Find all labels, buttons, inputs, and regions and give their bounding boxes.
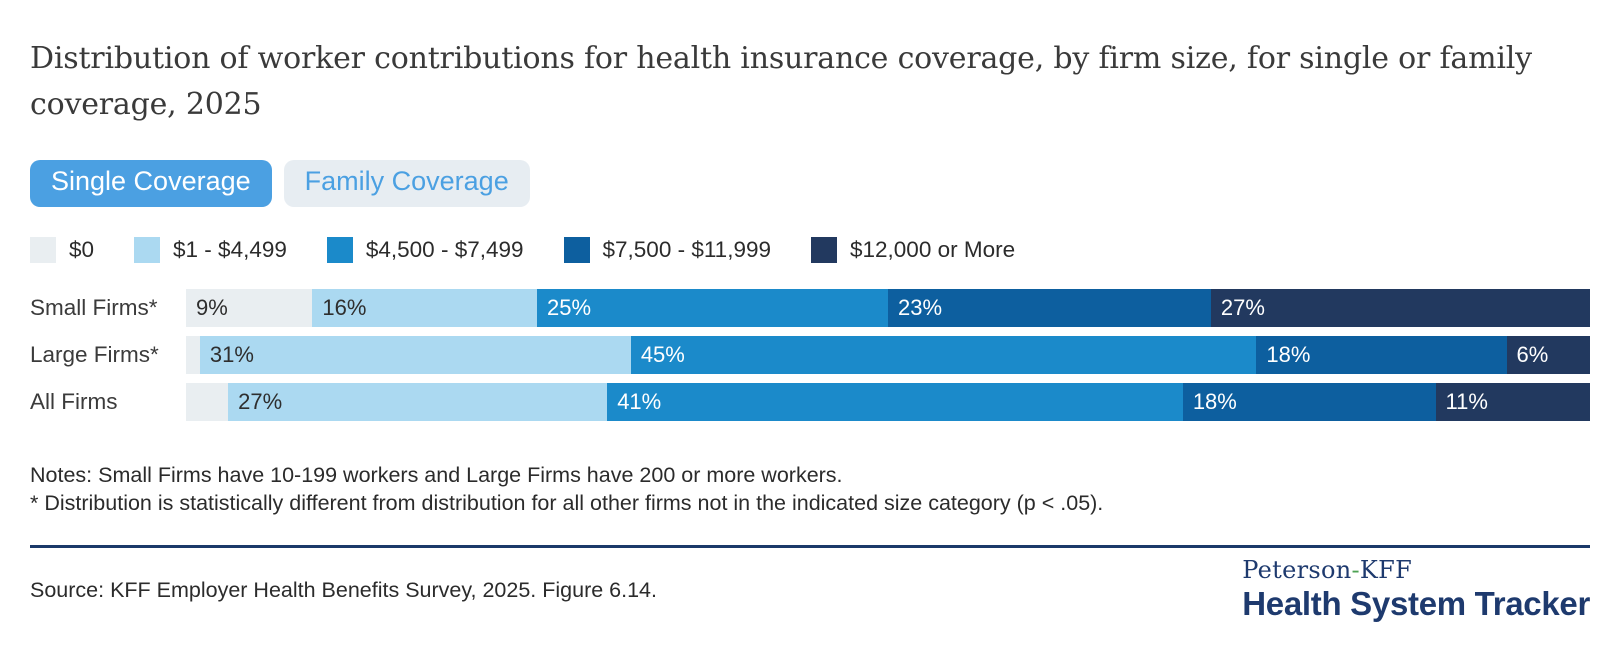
- coverage-toggle: Single Coverage Family Coverage: [30, 160, 1590, 207]
- bar-value-label: 31%: [209, 341, 254, 367]
- legend-swatch: [134, 236, 161, 263]
- peterson-kff-logo: Peterson-KFF Health System Tracker: [1242, 556, 1590, 623]
- legend-item: $4,500 - $7,499: [326, 236, 524, 263]
- stacked-bar: 27% 41% 18% 11%: [186, 382, 1590, 421]
- family-coverage-button[interactable]: Family Coverage: [283, 160, 530, 207]
- bar-segment[interactable]: 18%: [1182, 382, 1436, 421]
- legend-label: $4,500 - $7,499: [365, 236, 524, 262]
- bar-segment[interactable]: 31%: [199, 335, 631, 374]
- legend-item: $12,000 or More: [811, 236, 1016, 263]
- logo-line1: Peterson-KFF: [1242, 556, 1590, 584]
- bar-value-label: 25%: [546, 294, 592, 320]
- legend: $0 $1 - $4,499 $4,500 - $7,499 $7,500 - $11…: [30, 236, 1590, 263]
- logo-kff-text: KFF: [1359, 555, 1413, 584]
- chart-row: Large Firms* 31% 45% 18% 6%: [30, 335, 1590, 374]
- row-label: Large Firms*: [30, 341, 159, 367]
- footer-divider: [30, 544, 1590, 548]
- legend-label: $1 - $4,499: [173, 236, 287, 262]
- chart-row: All Firms 27% 41% 18% 11%: [30, 382, 1590, 421]
- bar-value-label: 23%: [897, 294, 943, 320]
- stacked-bar: 31% 45% 18% 6%: [186, 335, 1590, 374]
- bar-segment[interactable]: 9%: [186, 288, 313, 327]
- notes-line-2: * Distribution is statistically differen…: [30, 490, 1104, 515]
- bar-value-label: 11%: [1445, 388, 1488, 414]
- legend-item: $1 - $4,499: [134, 236, 287, 263]
- bar-segment[interactable]: 41%: [607, 382, 1183, 421]
- bar-segment[interactable]: 45%: [630, 335, 1257, 374]
- stacked-bar: 9% 16% 25% 23% 27%: [186, 288, 1590, 327]
- bar-segment[interactable]: 27%: [1210, 288, 1590, 327]
- bar-segment[interactable]: 27%: [228, 382, 608, 421]
- logo-hyphen: -: [1351, 555, 1360, 584]
- bar-value-label: 16%: [322, 294, 367, 320]
- bar-value-label: 18%: [1192, 388, 1237, 414]
- bar-value-label: 27%: [1220, 294, 1265, 320]
- bar-value-label: 6%: [1516, 341, 1549, 367]
- bar-chart-rows: Small Firms* 9% 16% 25% 23% 27% Large Firms* 31…: [30, 288, 1590, 421]
- legend-swatch: [30, 236, 56, 263]
- chart-row: Small Firms* 9% 16% 25% 23% 27%: [30, 288, 1590, 327]
- footer: Source: KFF Employer Health Benefits Sur…: [30, 550, 1590, 623]
- bar-value-label: 27%: [238, 388, 283, 414]
- legend-item: $7,500 - $11,999: [563, 236, 771, 263]
- bar-value-label: 45%: [640, 341, 685, 367]
- legend-label: $12,000 or More: [850, 236, 1016, 262]
- notes-line-1: Notes: Small Firms have 10-199 workers a…: [30, 462, 843, 487]
- legend-item: $0: [30, 236, 95, 263]
- logo-peterson-text: Peterson: [1242, 555, 1352, 584]
- row-label: All Firms: [30, 388, 118, 414]
- legend-swatch: [326, 236, 353, 263]
- legend-label: $7,500 - $11,999: [602, 236, 771, 262]
- legend-label: $0: [69, 236, 95, 262]
- bar-segment[interactable]: [186, 335, 200, 374]
- legend-swatch: [811, 236, 837, 263]
- bar-segment[interactable]: 16%: [312, 288, 537, 327]
- bar-segment[interactable]: 11%: [1435, 382, 1590, 421]
- bar-segment[interactable]: 25%: [536, 288, 888, 327]
- bar-segment[interactable]: 23%: [887, 288, 1211, 327]
- source-text: Source: KFF Employer Health Benefits Sur…: [30, 577, 657, 602]
- bar-value-label: 41%: [617, 388, 662, 414]
- bar-value-label: 18%: [1266, 341, 1311, 367]
- logo-line2: Health System Tracker: [1242, 584, 1590, 622]
- bar-segment[interactable]: [186, 382, 229, 421]
- row-label: Small Firms*: [30, 294, 158, 320]
- bar-segment[interactable]: 18%: [1256, 335, 1507, 374]
- legend-swatch: [563, 236, 590, 263]
- page-title: Distribution of worker contributions for…: [30, 41, 1532, 122]
- bar-segment[interactable]: 6%: [1506, 335, 1590, 374]
- single-coverage-button[interactable]: Single Coverage: [30, 160, 272, 207]
- notes: Notes: Small Firms have 10-199 workers a…: [30, 461, 1590, 517]
- bar-value-label: 9%: [196, 294, 228, 320]
